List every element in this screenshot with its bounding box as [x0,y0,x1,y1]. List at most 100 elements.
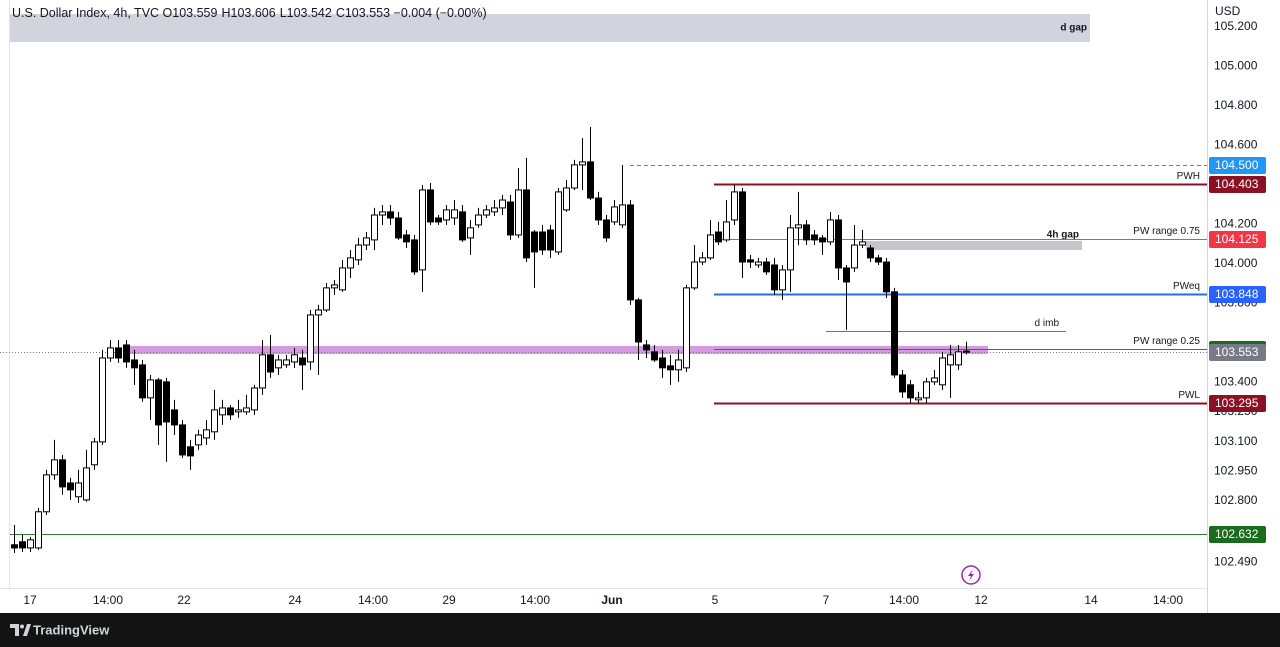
candle-body [467,227,474,239]
candle-body [51,459,58,476]
y-tick-label: 102.490 [1214,554,1258,568]
candle-body [59,459,66,488]
candle-body [355,244,362,261]
candle-body [707,234,714,259]
x-tick-label: 17 [23,593,37,607]
candle-body [795,224,802,229]
candle-body [699,257,706,263]
y-tick-label: 105.000 [1214,59,1258,73]
candle-body [11,544,18,549]
candle-body [627,204,634,301]
logo-dot [20,624,24,629]
candle-body [211,409,218,433]
price-label: 104.403 [1215,177,1259,191]
candle-body [419,189,426,271]
candle-body [579,161,586,166]
candle-body [731,191,738,221]
candle-body [243,407,250,413]
x-tick-label: 24 [288,593,302,607]
candle-body [35,511,42,549]
zone-label: 4h gap [1047,230,1079,241]
candle-body [291,354,298,363]
ohlc-label: L [279,6,287,20]
brand: TradingView [33,622,110,637]
candle-body [619,204,626,226]
candle-body [595,197,602,221]
price-label: 104.125 [1215,232,1259,246]
candle-body [923,381,930,399]
candle-body [115,347,122,359]
candle-body [859,241,866,246]
candle-body [395,217,402,239]
candle-body [91,441,98,466]
x-tick-label: 5 [712,593,719,607]
ohlc-value: 103.606 [230,6,276,20]
candle-body [843,267,850,283]
level-text: PW range 0.75 [1133,226,1200,237]
level-text: PWeq [1173,281,1200,292]
candle-body [331,284,338,289]
candle-body [227,407,234,416]
ohlc: O103.559 H103.606 L103.542 C103.553 [163,6,391,20]
candle-body [659,357,666,369]
candle-body [123,344,130,363]
candle-body [43,474,50,513]
candle-body [635,299,642,343]
candle-body [283,359,290,366]
level-text: PWH [1177,171,1200,182]
candle-body [171,409,178,426]
x-tick-label: 14:00 [889,593,919,607]
ohlc-label: H [221,6,231,20]
candle-body [531,231,538,253]
candle-body [499,199,506,209]
candle-body [939,357,946,386]
ohlc-value: 103.553 [344,6,391,20]
ohlc-label: O [162,6,173,20]
candle-body [107,347,114,359]
candle-body [275,359,282,369]
candle-body [203,429,210,439]
candle-body [443,209,450,221]
candle-body [27,539,34,549]
candle-body [459,211,466,241]
price-label-bg [1209,157,1266,174]
x-tick-label: 14:00 [1153,593,1183,607]
tradingview-logo[interactable]: TradingView [10,622,110,637]
candle-body [307,314,314,363]
candle-body [931,377,938,383]
candle-body [19,541,26,549]
candle-body [867,247,874,259]
candle-body [347,257,354,269]
x-tick-label: 14 [1084,593,1098,607]
ohlc-value: 103.542 [286,6,332,20]
candle-body [427,189,434,223]
candle-body [835,219,842,269]
candle-body [259,354,266,389]
candle-body [715,231,722,243]
level-text: d imb [1035,318,1060,329]
y-tick-label: 105.200 [1214,19,1258,33]
y-tick-label: 103.100 [1214,434,1258,448]
price-label-bg [1209,286,1266,303]
x-tick-label: Jun [601,593,622,607]
price-label-bg [1209,526,1266,543]
ohlc-label: C [335,6,345,20]
candle-body [99,357,106,443]
y-tick-label: 103.400 [1214,375,1258,389]
candle-body [515,189,522,236]
logo-mark [10,624,19,636]
candle-body [251,387,258,411]
x-tick-label: 29 [442,593,456,607]
candle-body [435,217,442,223]
price-label-bg [1209,176,1266,193]
candle-body [147,379,154,399]
candle-body [803,224,810,241]
candle-body [723,221,730,241]
candle-body [475,214,482,226]
price-label: 103.848 [1215,287,1259,301]
logo-slash [23,624,31,636]
x-tick-label: 14:00 [358,593,388,607]
replay-icon[interactable] [961,565,981,585]
price-label: 103.553 [1215,345,1259,359]
